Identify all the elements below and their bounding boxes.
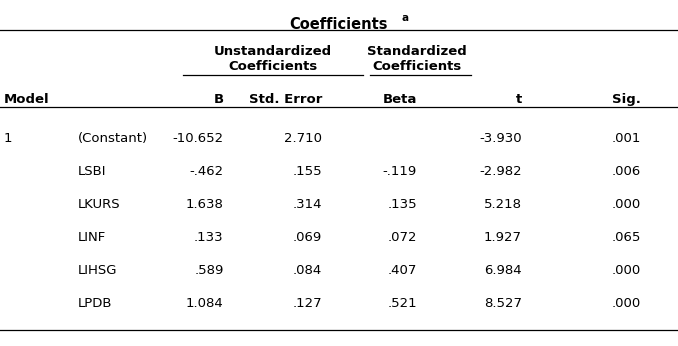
Text: LIHSG: LIHSG <box>78 264 117 277</box>
Text: .000: .000 <box>612 297 641 310</box>
Text: .127: .127 <box>292 297 322 310</box>
Text: 1.638: 1.638 <box>186 198 224 211</box>
Text: LINF: LINF <box>78 231 106 244</box>
Text: -2.982: -2.982 <box>479 165 522 178</box>
Text: LSBI: LSBI <box>78 165 106 178</box>
Text: Sig.: Sig. <box>612 93 641 106</box>
Text: -3.930: -3.930 <box>479 132 522 145</box>
Text: .069: .069 <box>293 231 322 244</box>
Text: Unstandardized: Unstandardized <box>214 45 332 58</box>
Text: Coefficients: Coefficients <box>372 60 462 73</box>
Text: .407: .407 <box>388 264 417 277</box>
Text: .001: .001 <box>612 132 641 145</box>
Text: Coefficients: Coefficients <box>290 17 388 32</box>
Text: Beta: Beta <box>382 93 417 106</box>
Text: -.119: -.119 <box>382 165 417 178</box>
Text: .072: .072 <box>387 231 417 244</box>
Text: 8.527: 8.527 <box>484 297 522 310</box>
Text: .006: .006 <box>612 165 641 178</box>
Text: 5.218: 5.218 <box>484 198 522 211</box>
Text: t: t <box>516 93 522 106</box>
Text: .135: .135 <box>387 198 417 211</box>
Text: Coefficients: Coefficients <box>228 60 318 73</box>
Text: Model: Model <box>3 93 49 106</box>
Text: a: a <box>401 13 408 23</box>
Text: Std. Error: Std. Error <box>249 93 322 106</box>
Text: 2.710: 2.710 <box>284 132 322 145</box>
Text: -10.652: -10.652 <box>173 132 224 145</box>
Text: .314: .314 <box>292 198 322 211</box>
Text: (Constant): (Constant) <box>78 132 148 145</box>
Text: LPDB: LPDB <box>78 297 113 310</box>
Text: .521: .521 <box>387 297 417 310</box>
Text: 1.927: 1.927 <box>484 231 522 244</box>
Text: .000: .000 <box>612 264 641 277</box>
Text: .065: .065 <box>612 231 641 244</box>
Text: 1: 1 <box>3 132 12 145</box>
Text: .589: .589 <box>195 264 224 277</box>
Text: B: B <box>214 93 224 106</box>
Text: .155: .155 <box>292 165 322 178</box>
Text: Standardized: Standardized <box>367 45 467 58</box>
Text: -.462: -.462 <box>190 165 224 178</box>
Text: .084: .084 <box>293 264 322 277</box>
Text: .133: .133 <box>194 231 224 244</box>
Text: LKURS: LKURS <box>78 198 121 211</box>
Text: 6.984: 6.984 <box>485 264 522 277</box>
Text: .000: .000 <box>612 198 641 211</box>
Text: 1.084: 1.084 <box>186 297 224 310</box>
